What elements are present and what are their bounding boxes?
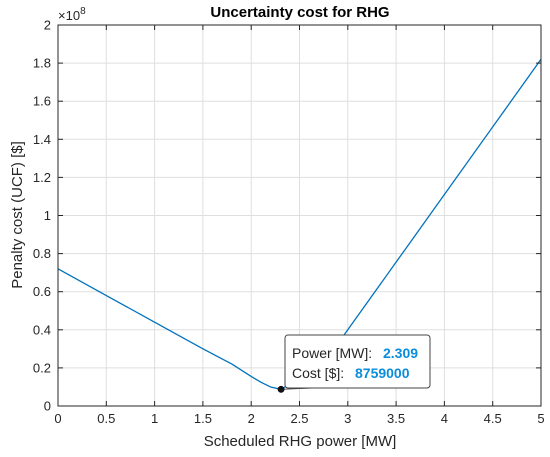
- y-tick-label: 0: [44, 399, 51, 414]
- data-tip-value-power: 2.309: [383, 345, 418, 361]
- y-axis-label: Penalty cost (UCF) [$]: [9, 141, 26, 289]
- data-tip-marker[interactable]: [277, 385, 285, 393]
- x-tick-label: 4: [441, 411, 448, 426]
- y-tick-label: 1: [44, 208, 51, 223]
- data-tip[interactable]: Power [MW]: 2.309 Cost [$]: 8759000: [284, 334, 431, 389]
- x-tick-labels: 0 0.5 1 1.5 2 2.5 3 3.5 4 4.5 5: [54, 411, 544, 426]
- y-exponent-label: ×108: [58, 6, 86, 23]
- chart-title: Uncertainty cost for RHG: [210, 4, 389, 21]
- x-tick-label: 3.5: [387, 411, 405, 426]
- y-tick-label: 1.6: [33, 94, 51, 109]
- data-tip-box: [284, 334, 431, 389]
- data-tip-label-cost: Cost [$]:: [292, 365, 344, 381]
- series-layer: [57, 58, 542, 393]
- y-tick-label: 0.4: [33, 322, 51, 337]
- x-axis-label: Scheduled RHG power [MW]: [204, 433, 397, 450]
- y-tick-label: 1.8: [33, 56, 51, 71]
- x-tick-label: 4.5: [484, 411, 502, 426]
- series-line: [57, 58, 542, 390]
- y-tick-labels: 0 0.2 0.4 0.6 0.8 1 1.2 1.4 1.6 1.8 2: [33, 18, 51, 414]
- y-tick-label: 0.6: [33, 284, 51, 299]
- y-tick-label: 1.2: [33, 170, 51, 185]
- data-tip-value-cost: 8759000: [355, 365, 410, 381]
- data-tip-label-power: Power [MW]:: [292, 345, 372, 361]
- y-tick-label: 0.8: [33, 246, 51, 261]
- x-tick-label: 2: [248, 411, 255, 426]
- x-tick-label: 0: [54, 411, 61, 426]
- x-tick-label: 0.5: [97, 411, 115, 426]
- x-tick-label: 1: [151, 411, 158, 426]
- x-tick-label: 3: [344, 411, 351, 426]
- x-tick-label: 1.5: [194, 411, 212, 426]
- y-tick-label: 1.4: [33, 132, 51, 147]
- y-tick-label: 0.2: [33, 360, 51, 375]
- y-exponent-power: 8: [80, 6, 86, 17]
- tick-marks: [57, 24, 542, 407]
- y-exponent-base: ×10: [58, 8, 80, 23]
- y-tick-label: 2: [44, 18, 51, 33]
- x-tick-label: 5: [537, 411, 544, 426]
- x-tick-label: 2.5: [290, 411, 308, 426]
